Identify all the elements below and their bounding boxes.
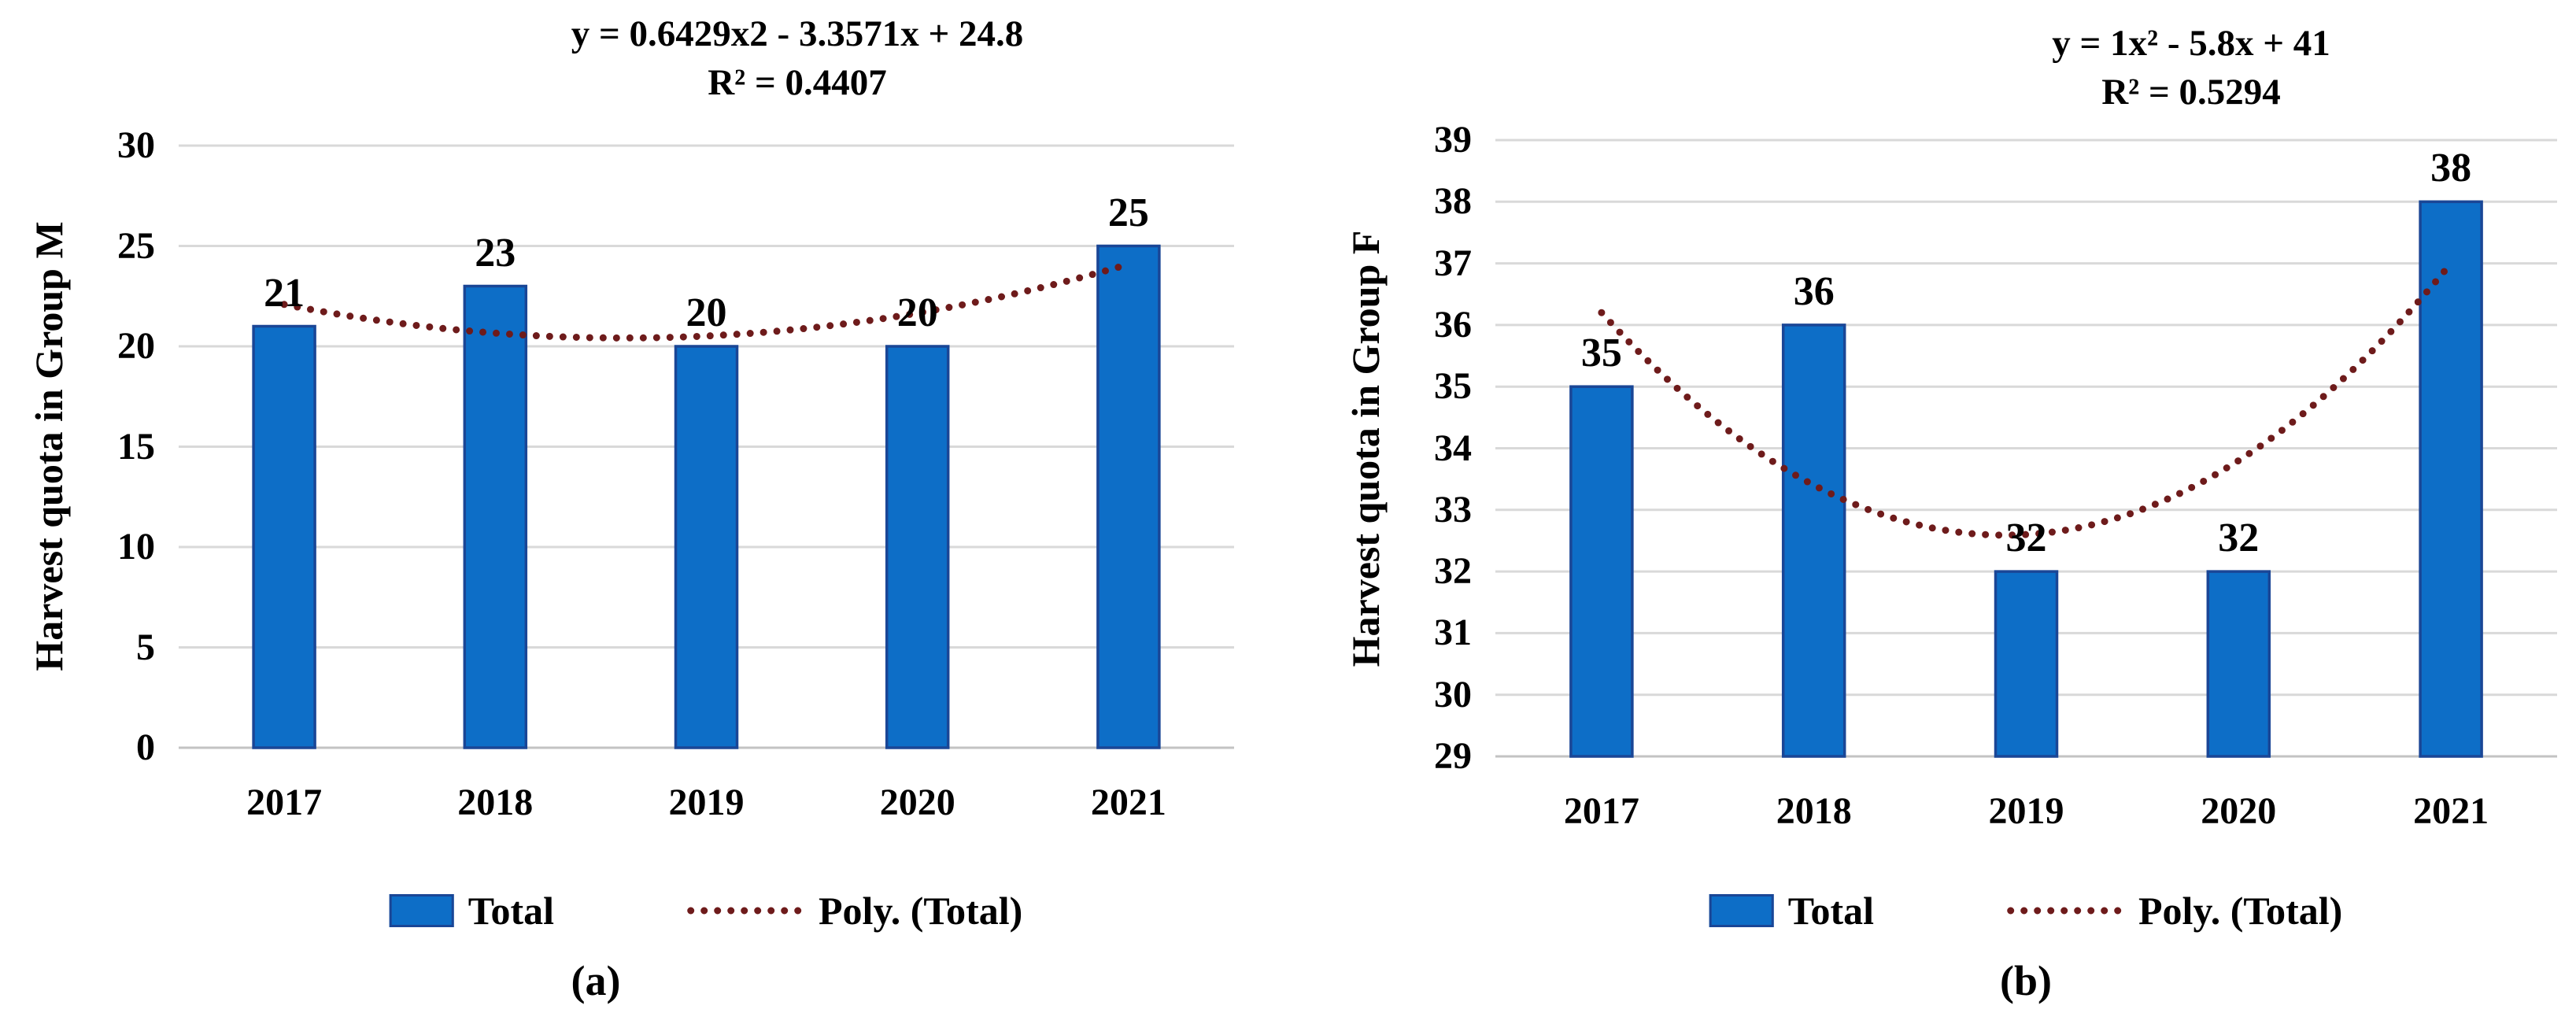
bar-2018 [463,284,528,749]
panel-caption-b: (b) [2000,957,2052,1004]
bar-value-label: 25 [1107,190,1149,235]
y-tick-label: 35 [1434,365,1472,408]
legend-total-swatch [1709,894,1774,927]
x-category-label: 2021 [2413,790,2489,832]
y-tick-label: 39 [1434,119,1472,161]
bar-value-label: 32 [2218,516,2260,561]
legend-total-label: Total [468,889,555,933]
y-tick-label: 32 [1434,550,1472,593]
equation-line: y = 1x² - 5.8x + 41 [2052,23,2330,64]
y-tick-label: 15 [117,425,155,468]
legend-poly-dotted-line-icon [2007,907,2125,915]
bar-2021 [2419,200,2483,758]
bar-2019 [674,345,739,749]
y-tick-label: 10 [117,526,155,567]
y-tick-label: 25 [117,224,155,267]
trendline-equation-block: y = 1x² - 5.8x + 41 R² = 0.5294 [2052,19,2330,116]
x-category-label: 2018 [1776,790,1852,832]
legend-total-label: Total [1787,889,1875,933]
bar-value-label: 23 [475,230,516,275]
bar-value-label: 35 [1580,331,1622,376]
y-tick-label: 34 [1434,427,1472,469]
legend: Total Poly. (Total) [389,888,1023,933]
trendline-equation-block: y = 0.6429x2 - 3.3571x + 24.8 R² = 0.440… [571,9,1023,107]
x-category-label: 2020 [2201,790,2277,832]
y-tick-label: 5 [136,626,155,668]
poly-trendline [280,261,1133,342]
legend-poly-label: Poly. (Total) [819,889,1023,933]
bar-2020 [2206,570,2271,758]
y-tick-label: 0 [136,726,155,768]
bar-value-label: 32 [2005,516,2047,561]
bar-2021 [1096,244,1161,749]
y-tick-label: 30 [1434,673,1472,715]
bar-value-label: 20 [686,290,727,335]
r-squared-line: R² = 0.4407 [708,62,887,103]
x-category-label: 2021 [1090,782,1166,823]
chart-panel-a: y = 0.6429x2 - 3.3571x + 24.8 R² = 0.440… [27,9,1234,1004]
chart-panel-b: y = 1x² - 5.8x + 41 R² = 0.5294 Harvest … [1322,0,2576,1024]
r-squared-line: R² = 0.5294 [2101,72,2281,113]
bar-value-label: 20 [896,290,938,335]
y-tick-label: 37 [1434,242,1472,284]
equation-line: y = 0.6429x2 - 3.3571x + 24.8 [571,13,1024,54]
legend-poly-dotted-line-icon [687,907,805,915]
bar-value-label: 36 [1793,268,1835,314]
poly-trendline [1598,260,2455,539]
plot-area [179,144,1234,749]
bar-value-label: 38 [2430,146,2472,191]
y-tick-label: 36 [1434,303,1472,346]
x-category-label: 2019 [668,782,745,823]
bar-value-label: 21 [264,270,305,316]
y-tick-label: 31 [1434,612,1472,654]
y-tick-label: 30 [117,124,155,166]
plot-area [1495,139,2557,758]
x-category-label: 2017 [246,782,323,823]
panel-caption-a: (a) [571,957,621,1004]
bar-2020 [885,345,950,749]
bar-2018 [1781,323,1846,758]
legend: Total Poly. (Total) [1709,888,2343,933]
y-tick-label: 38 [1434,180,1472,223]
x-category-label: 2017 [1563,790,1639,832]
bar-2017 [252,324,316,749]
y-tick-label: 33 [1434,488,1472,530]
x-category-label: 2018 [457,782,534,823]
y-tick-label: 20 [117,325,155,367]
legend-poly-label: Poly. (Total) [2138,889,2343,933]
x-category-label: 2020 [879,782,955,823]
y-tick-label: 29 [1434,735,1472,777]
x-category-label: 2019 [1988,790,2064,832]
bar-2019 [1994,570,2059,758]
legend-total-swatch [389,894,454,927]
bar-2017 [1569,385,1634,758]
